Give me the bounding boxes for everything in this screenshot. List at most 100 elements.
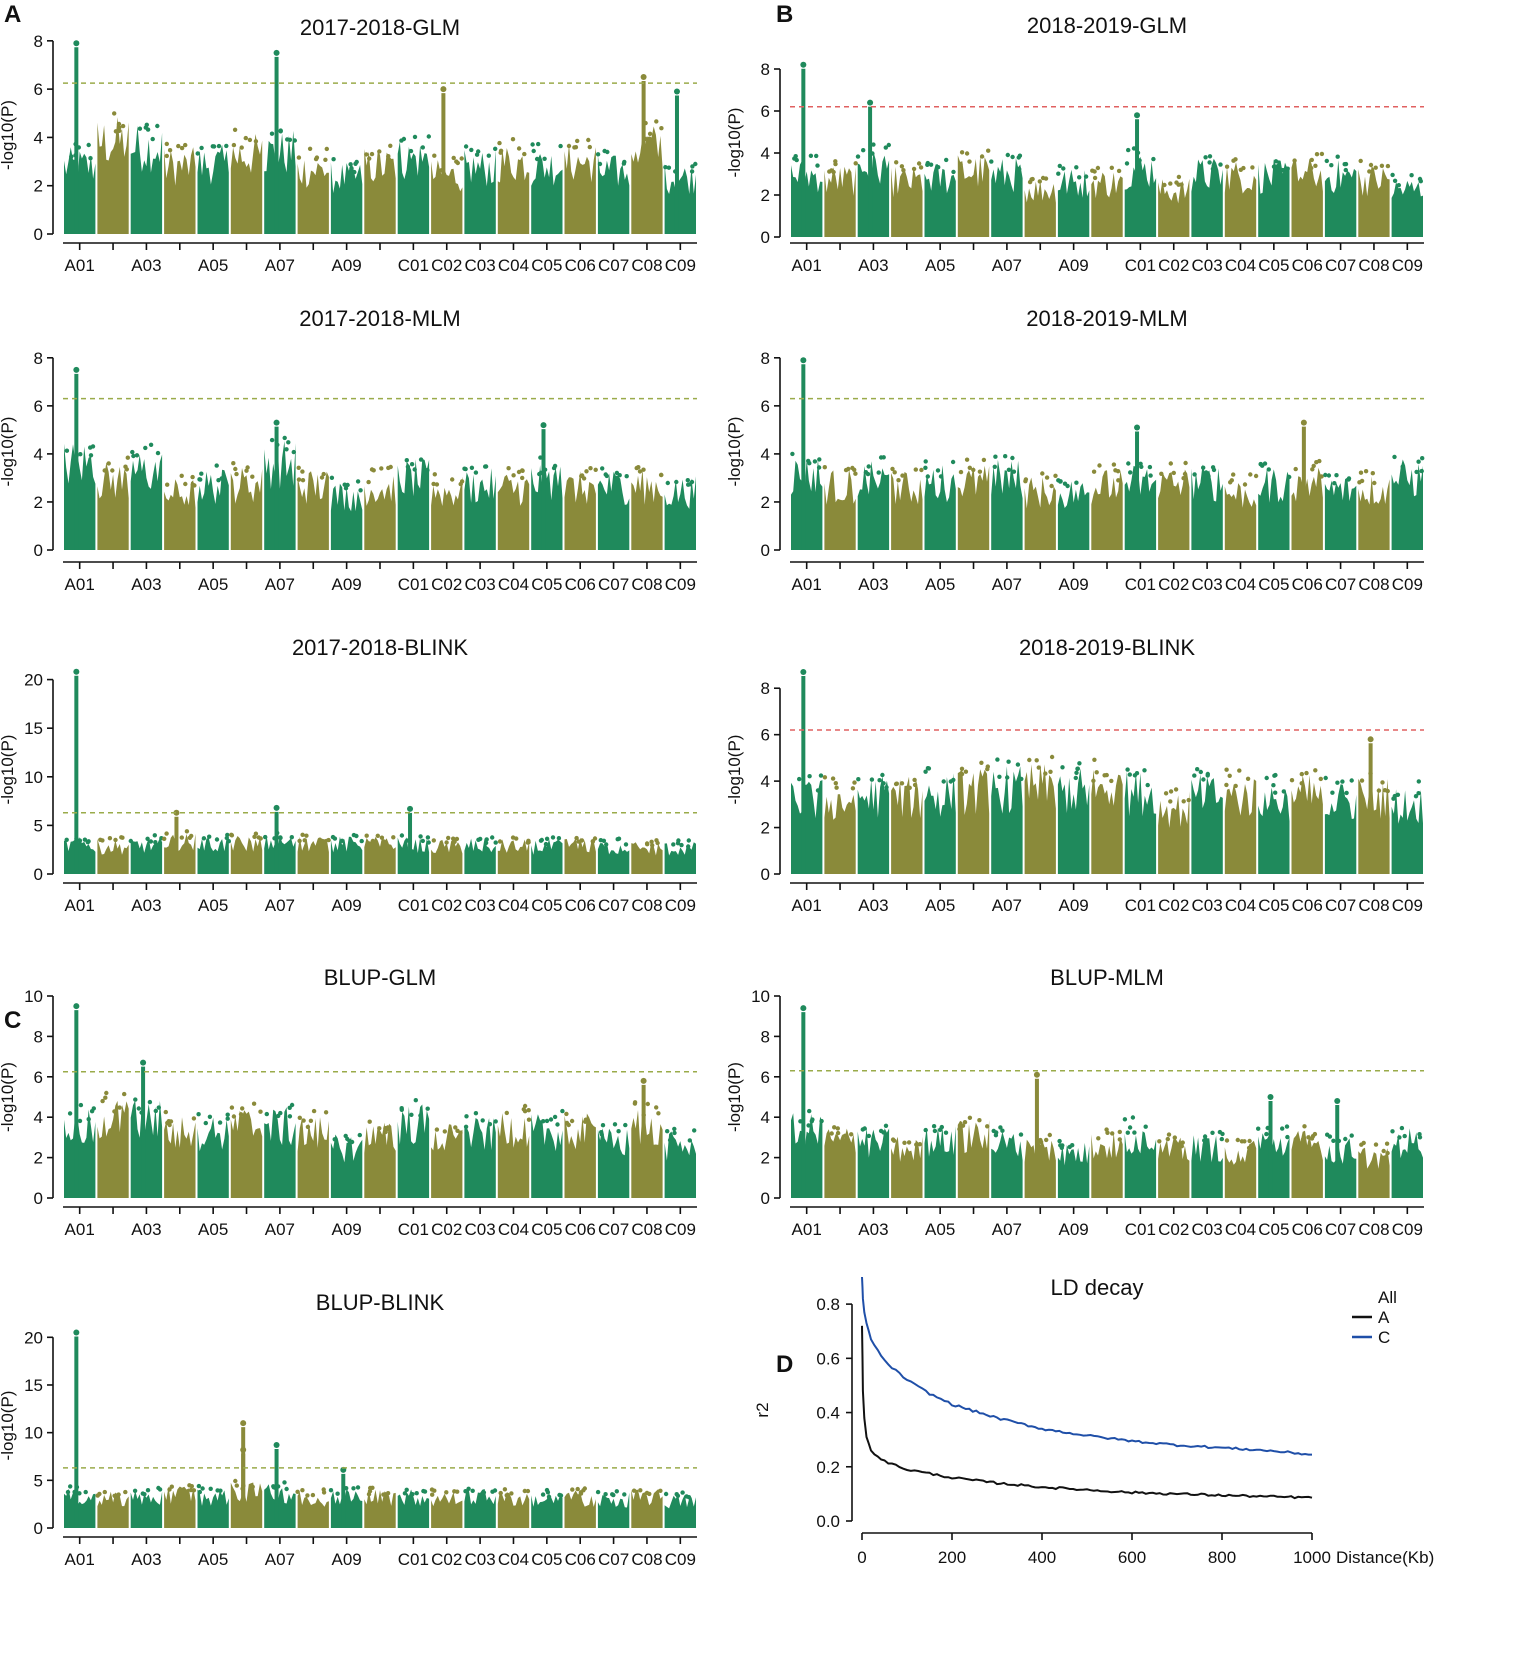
data-point [1034, 758, 1039, 763]
data-point [1329, 163, 1334, 168]
data-point [224, 143, 229, 149]
data-point [208, 1486, 213, 1492]
data-point [818, 773, 824, 778]
data-point [1000, 1128, 1005, 1133]
chromosome-column [431, 1492, 463, 1528]
chromosome-column [1258, 468, 1290, 550]
data-point [67, 1111, 73, 1116]
data-point [881, 781, 886, 786]
chromosome-column [497, 148, 530, 234]
peak-point [273, 1442, 280, 1449]
data-point [1117, 1129, 1123, 1135]
data-point [229, 1105, 235, 1110]
data-point [1186, 797, 1191, 803]
data-point [430, 1492, 435, 1497]
chromosome-column [97, 1491, 129, 1528]
chromosome-column [1191, 464, 1223, 550]
data-point [1043, 771, 1048, 776]
chromosome-column [857, 1127, 890, 1198]
chromosome-column [631, 1110, 663, 1198]
data-point [1238, 167, 1244, 172]
data-point [1418, 179, 1424, 184]
data-point [666, 165, 672, 170]
data-point [1231, 472, 1236, 477]
data-point [1179, 1144, 1185, 1149]
chromosome-column [791, 1113, 823, 1198]
chromosome-column [130, 125, 163, 234]
data-point [68, 1484, 73, 1489]
data-point [1207, 154, 1213, 159]
data-point [925, 766, 931, 771]
x-tick-label: A01 [65, 256, 95, 275]
x-tick-label: C06 [565, 1550, 596, 1569]
data-point [690, 164, 695, 169]
data-point [530, 142, 535, 147]
data-point [595, 1489, 601, 1495]
data-point [1256, 1126, 1261, 1131]
x-tick-label: C06 [565, 896, 596, 915]
data-point [287, 1105, 292, 1111]
data-point [544, 1118, 550, 1124]
x-tick-label: 0 [857, 1548, 866, 1567]
data-point [925, 474, 930, 479]
x-tick-label: A09 [332, 1550, 362, 1569]
chromosome-column [1191, 774, 1223, 874]
data-point [1016, 155, 1021, 160]
x-tick-label: A07 [265, 1220, 295, 1239]
data-point [245, 465, 250, 470]
data-point [1331, 1138, 1336, 1144]
data-point [263, 834, 268, 840]
data-point [1309, 165, 1314, 171]
data-point [614, 470, 620, 476]
data-point [650, 843, 655, 848]
data-point [852, 467, 857, 472]
x-tick-label: C01 [398, 1220, 429, 1239]
data-point [963, 769, 969, 774]
data-point [203, 1120, 208, 1126]
data-point [667, 1138, 673, 1143]
data-point [541, 1119, 546, 1124]
data-point [1005, 152, 1010, 158]
data-point [147, 1099, 153, 1105]
chromosome-column [497, 1113, 530, 1198]
data-point [1202, 1134, 1208, 1139]
data-point [959, 766, 965, 771]
data-point [153, 840, 158, 845]
data-point [409, 1112, 414, 1118]
data-point [842, 1133, 848, 1139]
data-point [1162, 182, 1167, 188]
data-point [833, 161, 838, 167]
data-point [986, 148, 991, 153]
data-point [636, 465, 641, 470]
data-point [1049, 754, 1055, 760]
data-point [918, 165, 924, 170]
data-point [486, 153, 491, 158]
data-point [91, 1106, 97, 1111]
data-point [552, 1114, 558, 1120]
data-point [196, 1112, 201, 1117]
data-point [269, 437, 275, 443]
data-point [250, 474, 255, 479]
data-point [913, 467, 918, 472]
chromosome-column [1091, 1132, 1123, 1198]
data-point [862, 1126, 867, 1131]
data-point [224, 835, 229, 841]
chromosome-column [64, 1109, 96, 1198]
data-point [399, 833, 405, 838]
data-point [1147, 464, 1153, 470]
data-point [1340, 779, 1345, 784]
data-point [187, 835, 192, 840]
data-point [119, 835, 124, 840]
data-point [1168, 181, 1173, 186]
data-point [883, 145, 888, 150]
data-point [1285, 166, 1290, 171]
chromosome-column [397, 1489, 430, 1528]
data-point [574, 835, 579, 841]
data-point [1361, 1140, 1366, 1146]
data-point [130, 449, 135, 455]
x-tick-label: A09 [1059, 575, 1089, 594]
data-point [199, 471, 204, 476]
data-point [483, 464, 488, 469]
data-point [615, 837, 620, 842]
x-tick-label: A09 [332, 1220, 362, 1239]
